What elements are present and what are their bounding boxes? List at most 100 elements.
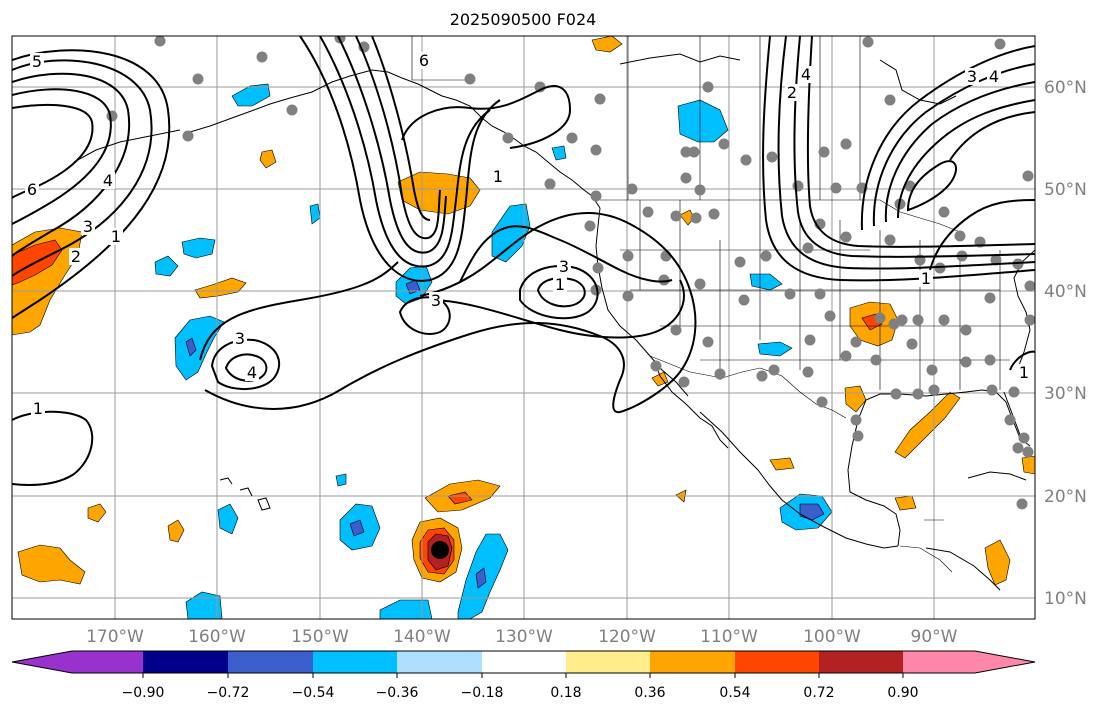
colorbar-segment — [650, 651, 735, 673]
contour-west-3 — [12, 88, 112, 225]
station-marker — [680, 172, 692, 184]
station-marker — [738, 294, 750, 306]
coastline-hudson — [879, 59, 957, 105]
station-marker — [890, 388, 902, 400]
shade-region-small-orange-4 — [259, 149, 277, 169]
station-marker — [622, 250, 634, 262]
longitude-label: 90°W — [911, 627, 958, 647]
contour-label-bg — [785, 84, 799, 101]
station-marker — [734, 256, 746, 268]
graticule — [12, 36, 1035, 619]
station-marker — [804, 334, 816, 346]
colorbar-segment — [397, 651, 482, 673]
station-marker — [256, 51, 268, 63]
station-marker — [650, 360, 662, 372]
colorbar-tick-label: 0.54 — [719, 685, 750, 701]
station-marker — [802, 366, 814, 378]
coastline-mexico-pacific — [699, 411, 899, 549]
contour-label: 1 — [111, 227, 121, 246]
colorbar-tick-label: −0.18 — [461, 685, 504, 701]
station-markers — [106, 36, 1035, 510]
station-marker — [642, 206, 654, 218]
shade-region-blue-10 — [757, 341, 793, 357]
station-marker — [502, 132, 514, 144]
contour-west-1 — [12, 59, 153, 277]
contour-label: 3 — [967, 67, 977, 86]
colorbar-tick-label: 0.90 — [887, 685, 918, 701]
longitude-label: 140°W — [393, 627, 451, 647]
contour-label: 1 — [1019, 363, 1029, 382]
coastline-alaska — [189, 69, 601, 209]
contour-gulf-3 — [337, 36, 447, 254]
coastline-baja — [653, 359, 729, 449]
station-marker — [182, 130, 194, 142]
station-marker — [694, 184, 706, 196]
contour-east-low-6 — [929, 199, 1035, 271]
longitude-label: 110°W — [700, 627, 758, 647]
colorbar-tick-label: −0.72 — [207, 685, 250, 701]
station-marker — [154, 36, 166, 47]
shade-region-blue-9 — [749, 273, 783, 291]
colorbar-segment-max-arrow — [903, 651, 1035, 673]
station-marker — [678, 376, 690, 388]
station-marker — [670, 210, 682, 222]
station-marker — [792, 180, 804, 192]
station-marker — [192, 73, 204, 85]
contour-label-bg — [491, 168, 505, 185]
station-marker — [1022, 446, 1034, 458]
station-marker — [824, 310, 836, 322]
contour-east-low-5 — [906, 160, 957, 212]
coastlines — [73, 53, 1035, 591]
shade-region-blue-3 — [174, 315, 225, 381]
station-marker — [464, 73, 476, 85]
contour-ridge-2 — [777, 36, 1035, 270]
contour-label: 6 — [419, 51, 429, 70]
contour-label-bg — [799, 66, 813, 83]
shade-region-small-orange-1 — [87, 503, 107, 523]
station-marker — [702, 81, 714, 93]
political-borders — [411, 36, 1030, 573]
latitude-label: 40°N — [1044, 282, 1087, 302]
contour-label: 4 — [801, 65, 811, 84]
station-marker — [1018, 432, 1030, 444]
contour-label: 1 — [493, 167, 503, 186]
border-canada-provinces — [627, 36, 861, 200]
station-marker — [594, 93, 606, 105]
shade-region-east-orange — [1021, 455, 1035, 475]
station-marker — [874, 312, 886, 324]
station-marker — [626, 183, 638, 195]
contour-east-low-4 — [897, 99, 1035, 219]
shade-region-blue-16 — [379, 599, 433, 619]
station-marker — [658, 274, 670, 286]
station-marker — [590, 144, 602, 156]
station-marker — [1024, 280, 1035, 292]
contour-subtropical-west — [12, 410, 94, 486]
shade-region-sw-orange — [17, 544, 86, 585]
contour-east-low-8 — [1009, 350, 1035, 371]
station-marker — [718, 138, 730, 150]
station-marker — [714, 368, 726, 380]
contour-label-bg — [25, 181, 39, 198]
station-marker — [912, 388, 924, 400]
station-marker — [906, 338, 918, 350]
station-marker — [1008, 386, 1020, 398]
contour-gulf-1 — [299, 36, 501, 282]
contour-label: 2 — [71, 247, 81, 266]
longitude-label: 100°W — [803, 627, 861, 647]
colorbar-segment — [819, 651, 903, 673]
station-marker — [1012, 258, 1024, 270]
contour-ridge-4 — [806, 36, 1035, 248]
shade-region-gulf-orange-2 — [894, 391, 961, 459]
station-marker — [884, 94, 896, 106]
station-marker — [814, 288, 826, 300]
station-marker — [994, 38, 1006, 50]
contour-east-low-2 — [872, 63, 1035, 227]
shade-region-blue-11 — [217, 503, 239, 535]
border-central-america — [899, 519, 953, 573]
contour-label-bg — [919, 270, 933, 287]
station-marker — [816, 396, 828, 408]
contour-label-bg — [1017, 364, 1031, 381]
longitude-label: 120°W — [598, 627, 656, 647]
contour-ridge-1 — [762, 36, 1035, 282]
